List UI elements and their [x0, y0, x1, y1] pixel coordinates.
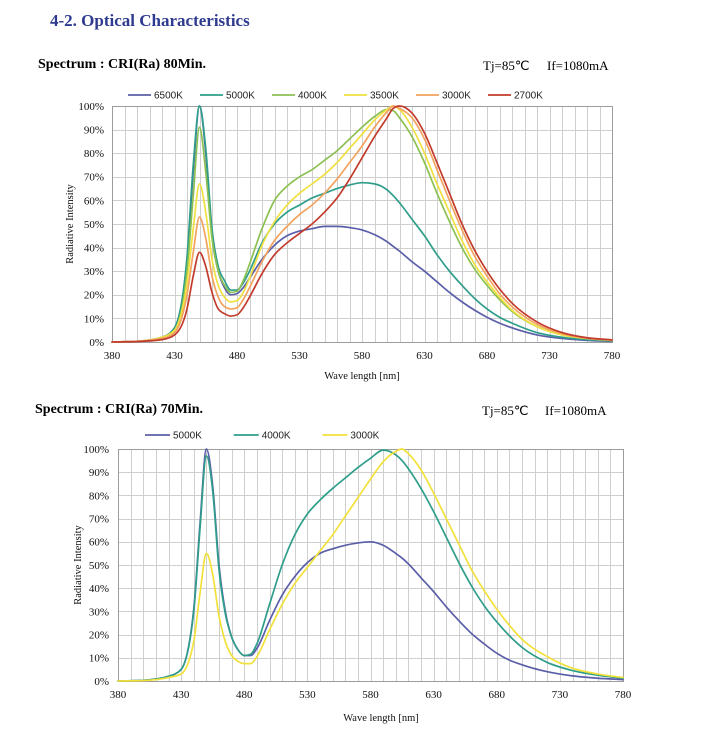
chart-1: 0% 10% 20% 30% 40% 50% 60% 70% 80% 90% 100% 380 430 4… — [65, 91, 621, 383]
x-tick-label: 480 — [236, 689, 253, 701]
legend-label: 3000K — [350, 431, 379, 442]
series-line-3500k — [111, 105, 613, 343]
legend-item-5000k: 5000K — [145, 431, 202, 442]
y-tick-label: 50% — [89, 560, 109, 572]
x-tick-label: 530 — [299, 689, 316, 701]
x-tick-label: 730 — [541, 350, 558, 362]
y-axis-label: Radiative Intensity — [73, 524, 84, 604]
plot-frame — [118, 449, 624, 682]
x-tick-label: 580 — [362, 689, 379, 701]
y-tick-label: 0% — [94, 676, 109, 688]
y-tick-label: 100% — [83, 444, 109, 456]
y-tick-label: 90% — [89, 467, 109, 479]
x-tick-label: 430 — [173, 689, 190, 701]
y-tick-label: 0% — [89, 337, 104, 349]
legend-label: 3000K — [442, 91, 471, 102]
y-tick-label: 30% — [84, 266, 104, 278]
legend-item-3000k: 3000K — [416, 91, 471, 102]
y-tick-label: 40% — [84, 242, 104, 254]
legend-item-3500k: 3500K — [344, 91, 399, 102]
legend-label: 5000K — [226, 91, 255, 102]
legend-label: 4000K — [298, 91, 327, 102]
x-tick-label: 680 — [479, 350, 496, 362]
legend-item-3000k: 3000K — [322, 431, 380, 442]
x-tick-label: 730 — [552, 689, 569, 701]
x-tick-label: 380 — [104, 350, 121, 362]
legend-label: 4000K — [262, 431, 291, 442]
plot-frame — [112, 106, 613, 343]
y-tick-label: 100% — [78, 101, 104, 113]
y-tick-label: 70% — [84, 172, 104, 184]
legend-item-6500k: 6500K — [128, 91, 183, 102]
y-tick-label: 60% — [84, 195, 104, 207]
y-tick-label: 50% — [84, 219, 104, 231]
legend-item-2700k: 2700K — [488, 91, 543, 102]
series-line-4000k — [111, 108, 613, 343]
y-tick-label: 20% — [84, 290, 104, 302]
y-tick-label: 60% — [89, 537, 109, 549]
legend-label: 5000K — [173, 431, 202, 442]
x-tick-label: 530 — [291, 350, 308, 362]
legend-label: 2700K — [514, 91, 543, 102]
y-tick-label: 10% — [89, 653, 109, 665]
y-tick-label: 30% — [89, 606, 109, 618]
legend-label: 6500K — [154, 91, 183, 102]
legend-label: 3500K — [370, 91, 399, 102]
x-tick-label: 680 — [489, 689, 506, 701]
y-tick-label: 80% — [89, 490, 109, 502]
y-tick-label: 80% — [84, 148, 104, 160]
series-line-5000k — [117, 448, 624, 682]
chart-2: 0% 10% 20% 30% 40% 50% 60% 70% 80% 90% 100% 380 430 4… — [73, 431, 632, 725]
series-line-4000k — [117, 449, 624, 682]
chart-1-title: Spectrum : CRI(Ra) 80Min. — [38, 57, 206, 72]
x-axis-label: Wave length [nm] — [324, 371, 400, 382]
legend: 6500K 5000K 4000K 3500K 3000K 2700K — [128, 91, 543, 102]
x-axis-label: Wave length [nm] — [343, 713, 419, 724]
chart-1-junction-temperature: Tj=85℃ — [483, 58, 530, 73]
y-tick-label: 40% — [89, 583, 109, 595]
x-tick-label: 630 — [425, 689, 442, 701]
legend-item-4000k: 4000K — [233, 431, 291, 442]
y-axis-label: Radiative Intensity — [65, 183, 76, 263]
chart-1-forward-current: If=1080mA — [547, 58, 609, 73]
legend-item-5000k: 5000K — [200, 91, 255, 102]
chart-2-title: Spectrum : CRI(Ra) 70Min. — [35, 402, 203, 417]
y-tick-label: 10% — [84, 313, 104, 325]
y-tick-label: 90% — [84, 124, 104, 136]
x-tick-label: 380 — [110, 689, 127, 701]
x-tick-label: 630 — [416, 350, 433, 362]
y-tick-label: 20% — [89, 629, 109, 641]
chart-2-junction-temperature: Tj=85℃ — [482, 403, 529, 418]
y-tick-label: 70% — [89, 513, 109, 525]
x-tick-label: 580 — [354, 350, 371, 362]
x-tick-label: 780 — [604, 350, 621, 362]
legend-item-4000k: 4000K — [272, 91, 327, 102]
series-line-3000k — [117, 448, 624, 682]
legend: 5000K 4000K 3000K — [145, 431, 380, 442]
x-tick-label: 430 — [166, 350, 183, 362]
series-line-3000k — [111, 105, 613, 343]
series-line-2700k — [111, 105, 613, 343]
x-tick-label: 480 — [229, 350, 246, 362]
chart-2-forward-current: If=1080mA — [545, 403, 607, 418]
x-tick-label: 780 — [615, 689, 632, 701]
section-title: 4-2. Optical Characteristics — [50, 11, 250, 30]
